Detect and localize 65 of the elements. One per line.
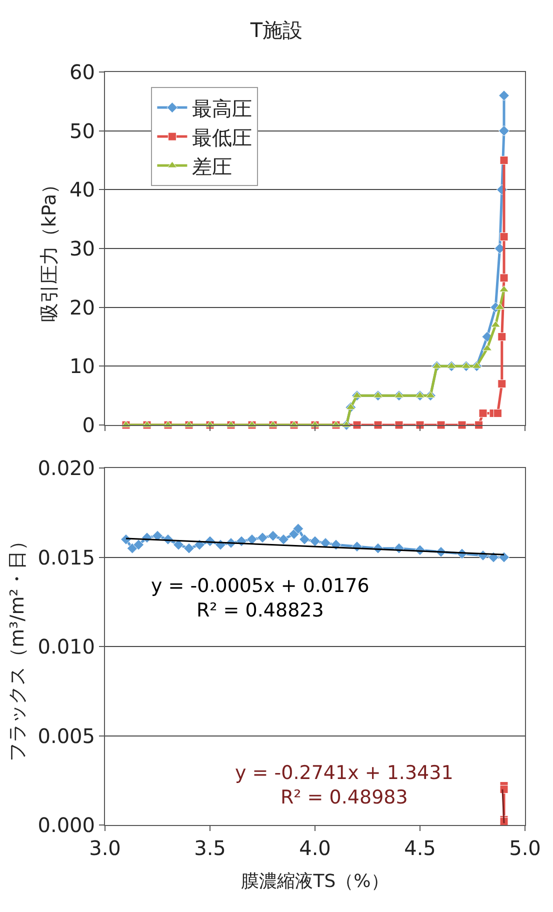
point — [446, 362, 456, 368]
point — [133, 539, 144, 550]
chart-title: T施設 — [249, 18, 303, 42]
point — [498, 90, 510, 101]
point — [173, 539, 184, 550]
annotation: y = -0.0005x + 0.0176 R² = 0.48823 — [151, 575, 370, 622]
point — [500, 232, 508, 241]
point — [426, 391, 436, 398]
point — [126, 542, 138, 554]
point — [310, 536, 320, 547]
legend-label: 差圧 — [192, 154, 232, 178]
point — [490, 320, 500, 328]
x-tick-label: 4.5 — [404, 836, 436, 860]
annotation: y = -0.2741x + 1.3431 R² = 0.48983 — [235, 762, 454, 809]
x-axis-title: 膜濃縮液TS（%） — [241, 871, 389, 892]
point — [320, 538, 331, 548]
x-tick-label: 3.0 — [89, 836, 121, 860]
y-tick-label: 0.015 — [38, 545, 95, 570]
point — [500, 785, 508, 794]
point — [394, 391, 404, 398]
point — [352, 420, 362, 430]
point — [415, 391, 425, 398]
y-tick-label: 50 — [70, 118, 95, 143]
point — [288, 528, 300, 540]
y-axis-title: フラックス（m³/m²・日） — [6, 532, 29, 762]
point — [500, 274, 508, 282]
x-tick-label: 3.5 — [194, 836, 226, 860]
legend-label: 最高圧 — [192, 96, 252, 120]
point — [498, 552, 510, 563]
y-tick-label: 60 — [70, 60, 95, 84]
point — [499, 285, 509, 292]
point — [474, 420, 484, 430]
point — [278, 534, 289, 545]
point — [498, 125, 510, 136]
point — [478, 408, 488, 418]
y-tick-label: 0.000 — [38, 813, 95, 837]
point — [498, 380, 506, 388]
x-tick-label: 5.0 — [509, 836, 541, 860]
point — [458, 420, 466, 430]
y-tick-label: 10 — [70, 354, 95, 378]
x-tick-label: 4.0 — [299, 836, 331, 860]
legend-label: 最低圧 — [192, 125, 252, 150]
point — [257, 532, 268, 544]
point — [373, 391, 383, 398]
point — [500, 156, 508, 164]
point — [394, 420, 404, 430]
point — [184, 542, 194, 554]
point — [498, 332, 506, 341]
point — [292, 523, 304, 534]
point — [299, 534, 310, 545]
point — [268, 530, 278, 542]
y-tick-label: 0.020 — [38, 456, 95, 480]
point — [436, 420, 446, 430]
y-tick-label: 0 — [82, 413, 95, 437]
point — [493, 408, 502, 418]
y-tick-label: 0.010 — [38, 634, 95, 658]
y-tick-label: 40 — [70, 178, 95, 202]
point — [246, 534, 258, 545]
point — [352, 391, 362, 398]
y-tick-label: 0.005 — [38, 724, 95, 748]
point — [374, 420, 382, 430]
y-tick-label: 20 — [70, 295, 95, 320]
y-tick-label: 30 — [70, 236, 95, 260]
y-axis-title: 吸引圧力（kPa） — [38, 174, 60, 322]
point — [416, 420, 424, 430]
